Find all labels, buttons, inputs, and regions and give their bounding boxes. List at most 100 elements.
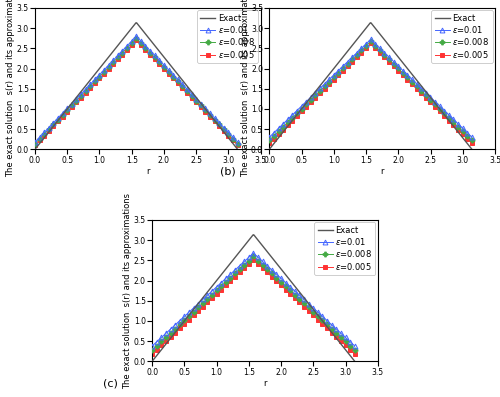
$\varepsilon$=0.005 bbox=[168, 334, 173, 339]
$\varepsilon$=0.005 bbox=[96, 76, 102, 81]
Exact bbox=[352, 359, 358, 364]
$\varepsilon$=0.005 bbox=[344, 64, 350, 69]
$\varepsilon$=0.008 bbox=[186, 314, 192, 318]
$\varepsilon$=0.005 bbox=[212, 119, 218, 124]
$\varepsilon$=0.01 bbox=[303, 99, 309, 104]
$\varepsilon$=0.01 bbox=[223, 276, 229, 281]
$\varepsilon$=0.01 bbox=[220, 125, 226, 130]
$\varepsilon$=0.008 bbox=[276, 129, 281, 134]
$\varepsilon$=0.01 bbox=[186, 310, 192, 314]
$\varepsilon$=0.005 bbox=[246, 261, 252, 266]
Exact bbox=[469, 147, 475, 152]
$\varepsilon$=0.008 bbox=[166, 69, 172, 74]
$\varepsilon$=0.008 bbox=[78, 93, 84, 98]
$\varepsilon$=0.005 bbox=[338, 339, 344, 343]
$\varepsilon$=0.008 bbox=[334, 331, 340, 335]
$\varepsilon$=0.01 bbox=[460, 126, 466, 131]
$\varepsilon$=0.01 bbox=[334, 327, 340, 331]
Exact bbox=[270, 256, 276, 261]
$\varepsilon$=0.008 bbox=[226, 132, 232, 137]
$\varepsilon$=0.008 bbox=[363, 44, 369, 48]
$\varepsilon$=0.01 bbox=[69, 101, 75, 106]
$\varepsilon$=0.01 bbox=[282, 280, 288, 285]
$\varepsilon$=0.005 bbox=[64, 110, 70, 114]
$\varepsilon$=0.01 bbox=[344, 59, 350, 64]
$\varepsilon$=0.008 bbox=[264, 267, 270, 272]
$\varepsilon$=0.008 bbox=[446, 116, 452, 120]
$\varepsilon$=0.008 bbox=[163, 335, 169, 339]
$\varepsilon$=0.005 bbox=[41, 133, 47, 138]
$\varepsilon$=0.008 bbox=[182, 318, 188, 322]
$\varepsilon$=0.01 bbox=[177, 318, 183, 323]
$\varepsilon$=0.005 bbox=[36, 138, 43, 143]
$\varepsilon$=0.005 bbox=[352, 352, 358, 357]
$\varepsilon$=0.008 bbox=[92, 79, 98, 84]
$\varepsilon$=0.005 bbox=[214, 291, 220, 296]
Line: Exact: Exact bbox=[270, 23, 472, 149]
$\varepsilon$=0.01 bbox=[209, 289, 215, 293]
$\varepsilon$=0.008 bbox=[101, 69, 107, 74]
$\varepsilon$=0.005 bbox=[290, 118, 296, 123]
Exact bbox=[154, 45, 160, 50]
$\varepsilon$=0.008 bbox=[328, 326, 334, 331]
$\varepsilon$=0.008 bbox=[342, 339, 348, 344]
$\varepsilon$=0.01 bbox=[202, 106, 208, 111]
$\varepsilon$=0.01 bbox=[138, 39, 144, 43]
$\varepsilon$=0.005 bbox=[296, 300, 302, 305]
$\varepsilon$=0.01 bbox=[218, 280, 224, 285]
$\varepsilon$=0.01 bbox=[315, 310, 321, 314]
$\varepsilon$=0.005 bbox=[342, 343, 348, 348]
$\varepsilon$=0.005 bbox=[82, 91, 88, 95]
$\varepsilon$=0.008 bbox=[317, 89, 323, 93]
$\varepsilon$=0.01 bbox=[320, 314, 326, 319]
$\varepsilon$=0.008 bbox=[278, 279, 284, 284]
$\varepsilon$=0.005 bbox=[336, 73, 342, 77]
$\varepsilon$=0.008 bbox=[303, 102, 309, 107]
$\varepsilon$=0.01 bbox=[198, 101, 203, 106]
$\varepsilon$=0.01 bbox=[372, 42, 378, 46]
$\varepsilon$=0.005 bbox=[264, 270, 270, 275]
$\varepsilon$=0.005 bbox=[142, 47, 148, 52]
$\varepsilon$=0.01 bbox=[172, 322, 178, 327]
$\varepsilon$=0.01 bbox=[386, 55, 392, 60]
$\varepsilon$=0.01 bbox=[158, 335, 164, 340]
$\varepsilon$=0.005 bbox=[315, 317, 321, 322]
Exact bbox=[32, 146, 38, 151]
$\varepsilon$=0.01 bbox=[414, 81, 420, 86]
$\varepsilon$=0.005 bbox=[236, 270, 242, 275]
$\varepsilon$=0.008 bbox=[432, 102, 438, 107]
$\varepsilon$=0.01 bbox=[82, 87, 88, 91]
$\varepsilon$=0.008 bbox=[198, 103, 203, 108]
$\varepsilon$=0.008 bbox=[174, 79, 180, 84]
$\varepsilon$=0.01 bbox=[418, 86, 424, 91]
$\varepsilon$=0.01 bbox=[280, 121, 286, 126]
$\varepsilon$=0.005 bbox=[322, 87, 328, 91]
$\varepsilon$=0.005 bbox=[78, 95, 84, 100]
$\varepsilon$=0.005 bbox=[241, 266, 247, 270]
$\varepsilon$=0.01 bbox=[400, 68, 406, 73]
$\varepsilon$=0.01 bbox=[276, 126, 281, 131]
Line: $\varepsilon$=0.005: $\varepsilon$=0.005 bbox=[150, 257, 357, 357]
Exact bbox=[250, 233, 256, 237]
$\varepsilon$=0.01 bbox=[241, 259, 247, 264]
$\varepsilon$=0.01 bbox=[200, 297, 206, 302]
$\varepsilon$=0.005 bbox=[276, 132, 281, 137]
$\varepsilon$=0.005 bbox=[442, 114, 448, 118]
$\varepsilon$=0.005 bbox=[308, 100, 314, 105]
$\varepsilon$=0.008 bbox=[216, 122, 222, 127]
$\varepsilon$=0.005 bbox=[101, 71, 107, 76]
Line: $\varepsilon$=0.01: $\varepsilon$=0.01 bbox=[150, 251, 357, 348]
$\varepsilon$=0.01 bbox=[188, 92, 194, 96]
$\varepsilon$=0.005 bbox=[292, 296, 298, 301]
$\varepsilon$=0.008 bbox=[204, 297, 210, 301]
$\varepsilon$=0.01 bbox=[328, 322, 334, 327]
$\varepsilon$=0.01 bbox=[142, 43, 148, 48]
Y-axis label: The exact solution  s(r) and its approximations: The exact solution s(r) and its approxim… bbox=[240, 0, 250, 177]
$\varepsilon$=0.01 bbox=[264, 263, 270, 268]
$\varepsilon$=0.008 bbox=[110, 60, 116, 65]
$\varepsilon$=0.005 bbox=[409, 82, 415, 87]
$\varepsilon$=0.005 bbox=[288, 291, 294, 296]
$\varepsilon$=0.008 bbox=[352, 348, 358, 353]
$\varepsilon$=0.005 bbox=[340, 68, 346, 73]
$\varepsilon$=0.008 bbox=[312, 93, 318, 98]
